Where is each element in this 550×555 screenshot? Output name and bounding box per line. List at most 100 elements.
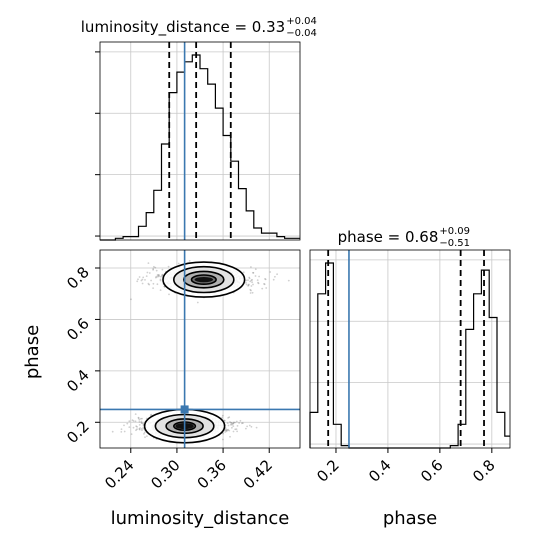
sample-point <box>224 427 227 430</box>
sample-point <box>132 426 135 429</box>
sample-point <box>140 421 143 424</box>
sample-point <box>221 414 224 417</box>
phase-title-upper-error: +0.09 <box>439 226 470 237</box>
sample-point <box>138 418 141 421</box>
sample-point <box>252 272 255 274</box>
sample-point <box>142 276 145 279</box>
sample-point <box>132 420 135 422</box>
phase-quantile-lines <box>327 250 485 448</box>
sample-point <box>230 421 232 424</box>
sample-point <box>136 280 139 283</box>
sample-point <box>250 279 253 282</box>
joint-contours <box>143 261 246 444</box>
sample-point <box>168 293 170 296</box>
x-tick-label: 0.8 <box>469 456 499 486</box>
sample-point <box>248 424 251 427</box>
joint-x-axis-label: luminosity_distance <box>111 508 290 529</box>
sample-point <box>221 416 224 419</box>
sample-point <box>161 275 164 277</box>
sample-point <box>143 433 145 435</box>
sample-point <box>141 427 143 430</box>
sample-point <box>274 275 276 278</box>
sample-point <box>249 280 252 283</box>
sample-point <box>242 422 244 424</box>
sample-point <box>138 424 141 426</box>
sample-point <box>228 429 231 432</box>
sample-point <box>226 422 229 425</box>
sample-point <box>229 435 231 438</box>
sample-point <box>249 292 252 294</box>
sample-point <box>239 419 242 422</box>
luminosity-distance-hist-frame <box>99 41 301 241</box>
sample-point <box>232 425 235 427</box>
sample-point <box>258 275 260 278</box>
sample-point <box>120 431 123 433</box>
sample-point <box>232 422 235 425</box>
sample-point <box>154 266 157 269</box>
luminosity-distance-histogram: luminosity_distance = 0.33 +0.04 −0.04 <box>81 16 317 241</box>
sample-point <box>130 433 133 435</box>
phase-hist-title: phase = 0.68 <box>338 228 439 246</box>
sample-point <box>222 432 225 435</box>
sample-point <box>241 422 243 425</box>
sample-point <box>236 425 239 427</box>
sample-point <box>242 271 245 274</box>
sample-point <box>264 278 267 281</box>
sample-point <box>250 266 252 268</box>
sample-point <box>235 428 238 431</box>
sample-point <box>161 268 164 271</box>
sample-point <box>138 428 141 430</box>
sample-point <box>247 279 249 281</box>
luminosity-distance-hist-ytick-marks <box>95 51 100 237</box>
sample-point <box>276 273 278 276</box>
sample-point <box>157 274 160 276</box>
sample-point <box>134 413 137 415</box>
sample-point <box>232 422 234 425</box>
sample-point <box>247 285 250 287</box>
phase-hist-x-axis-label: phase <box>383 508 437 529</box>
sample-point <box>250 425 253 428</box>
joint-frame <box>99 249 301 449</box>
sample-point <box>161 273 164 276</box>
sample-point <box>223 419 226 422</box>
sample-point <box>156 283 159 286</box>
sample-point <box>153 265 155 268</box>
sample-point <box>160 275 162 278</box>
sample-point <box>146 435 148 437</box>
sample-point <box>137 417 140 420</box>
sample-point <box>135 425 138 428</box>
x-tick-label: 0.24 <box>101 456 137 492</box>
sample-point <box>141 422 143 424</box>
sample-point <box>225 430 228 433</box>
sample-point <box>230 422 233 425</box>
joint-y-axis-label: phase <box>22 325 43 379</box>
sample-point <box>146 271 149 274</box>
sample-point <box>236 430 239 433</box>
sample-point <box>251 278 254 281</box>
x-tick-label: 0.6 <box>417 456 447 486</box>
sample-point <box>120 428 123 431</box>
sample-point <box>263 283 266 286</box>
sample-point <box>141 429 143 432</box>
sample-point <box>152 269 155 271</box>
sample-point <box>155 275 158 278</box>
sample-point <box>254 275 257 277</box>
sample-point <box>138 421 141 423</box>
phase-hist-grid <box>310 250 510 448</box>
sample-point <box>223 419 226 422</box>
sample-point <box>131 419 134 422</box>
luminosity-distance-hist-bars <box>100 54 300 241</box>
x-tick-label: 0.2 <box>313 456 343 486</box>
luminosity-distance-hist-grid <box>100 42 300 240</box>
sample-point <box>234 421 236 424</box>
sample-point <box>140 420 143 423</box>
sample-point <box>140 279 143 282</box>
sample-point <box>141 282 144 285</box>
luminosity-distance-hist-title: luminosity_distance = 0.33 <box>81 18 285 37</box>
sample-point <box>269 271 272 273</box>
sample-point <box>227 424 230 427</box>
sample-point <box>235 420 238 423</box>
sample-point <box>252 271 254 274</box>
